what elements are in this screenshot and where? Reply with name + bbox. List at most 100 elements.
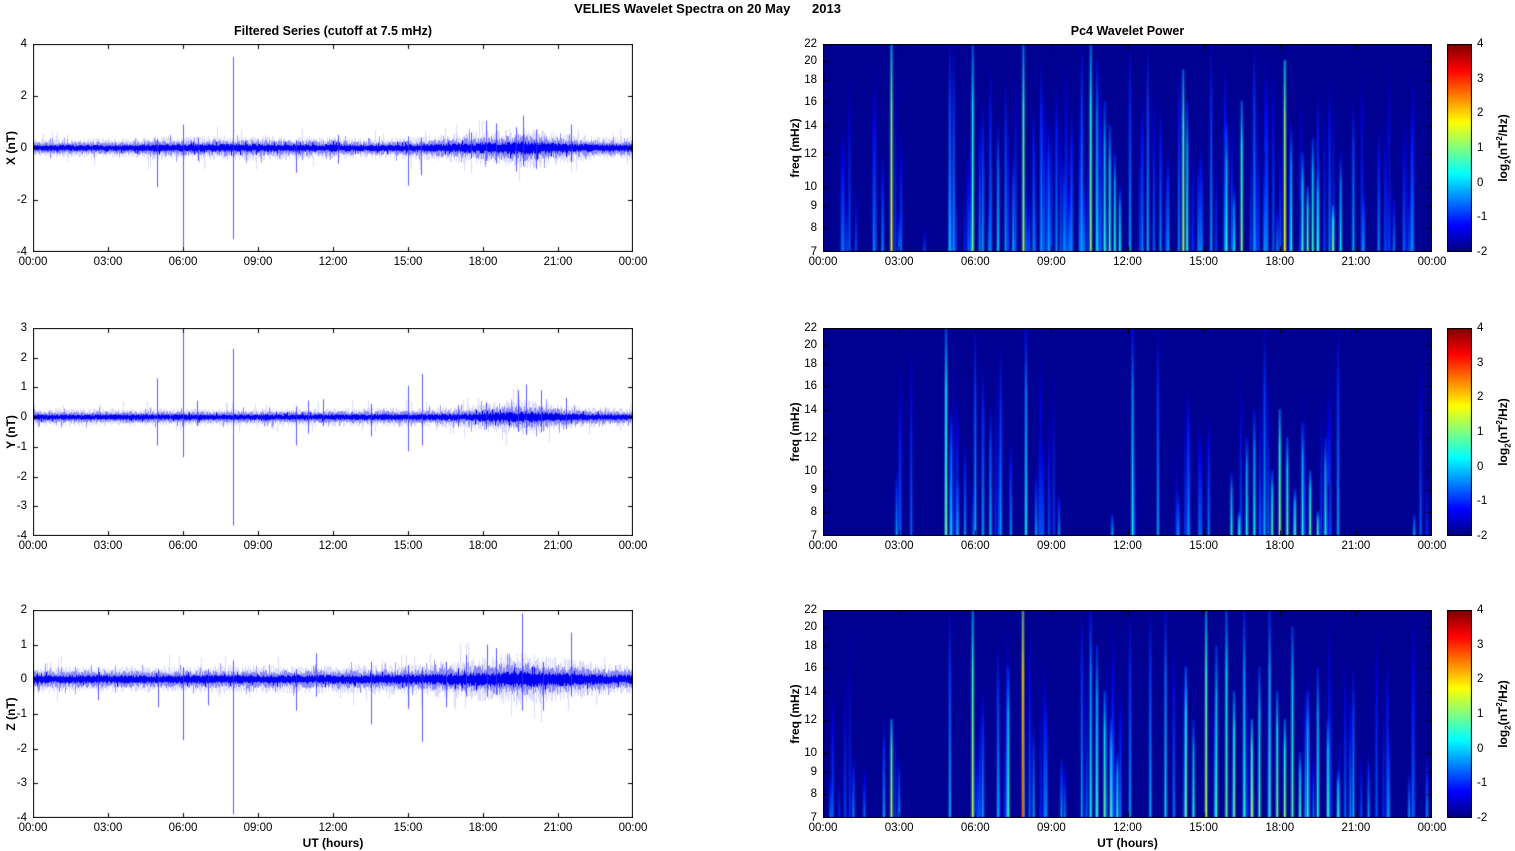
- x-tick-label: 06:00: [168, 540, 198, 552]
- x-tick-label: 03:00: [884, 540, 914, 552]
- y-tick-label: 7: [810, 530, 817, 542]
- y-tick-label: -2: [16, 470, 27, 483]
- colorbar-label-y: log2(nT2/Hz): [1495, 398, 1513, 466]
- y-tick-label: 18: [804, 74, 817, 87]
- ylabel-x-nt: X (nT): [4, 131, 18, 165]
- x-tick-label: 15:00: [393, 256, 423, 268]
- x-tick-label: 12:00: [1113, 256, 1142, 268]
- colorbar-label-z: log2(nT2/Hz): [1495, 680, 1513, 748]
- y-tick-label: 4: [20, 38, 27, 50]
- y-tick-label: 9: [810, 766, 817, 779]
- y-tick-label: 1: [20, 638, 27, 651]
- colorbar-z-gradient: [1447, 610, 1472, 818]
- pc4-wavelet-power-title: Pc4 Wavelet Power: [1070, 24, 1185, 38]
- ylabel-freq-z: freq (mHz): [788, 684, 802, 744]
- x-tick-label: 00:00: [1417, 822, 1447, 834]
- y-tick-label: 8: [810, 787, 817, 800]
- colorbar-tick-label: 1: [1477, 142, 1484, 154]
- timeseries-x-panel: 00:00 03:00 06:00 09:00 12:00 15:00 18:00 21:00…: [17, 38, 648, 268]
- colorbar-tick-label: 0: [1477, 742, 1484, 755]
- x-tick-label: 12:00: [1113, 540, 1142, 552]
- x-tick-label: 00:00: [618, 822, 648, 834]
- y-tick-label: 22: [804, 322, 817, 334]
- colorbar-tick-label: 4: [1477, 604, 1484, 616]
- x-tick-label: 03:00: [884, 822, 914, 834]
- y-tick-label: 2: [20, 351, 27, 364]
- colorbar-x: 4 3 2 1 0 -1 -2: [1447, 38, 1487, 258]
- x-tick-label: 12:00: [318, 540, 348, 552]
- colorbar-y: 4 3 2 1 0 -1 -2: [1447, 322, 1487, 542]
- x-tick-label: 09:00: [243, 540, 273, 552]
- x-tick-label: 15:00: [1189, 822, 1219, 834]
- y-tick-label: 16: [804, 379, 817, 392]
- y-tick-label: 20: [804, 621, 817, 634]
- x-tick-label: 00:00: [808, 256, 838, 268]
- colorbar-tick-label: 0: [1477, 176, 1484, 189]
- x-tick-label: 00:00: [618, 256, 648, 268]
- x-tick-label: 06:00: [168, 822, 198, 834]
- y-tick-label: 22: [804, 604, 817, 616]
- x-tick-label: 09:00: [243, 822, 273, 834]
- wavelet-x-panel: 00:00 03:00 06:00 09:00 12:00 15:00 18:00 21:00…: [804, 38, 1446, 268]
- x-tick-label: 03:00: [884, 256, 914, 268]
- y-tick-label: 8: [810, 221, 817, 234]
- colorbar-tick-label: 2: [1477, 107, 1484, 120]
- colorbar-tick-label: -2: [1477, 812, 1488, 824]
- ylabel-z-nt: Z (nT): [4, 697, 18, 731]
- y-tick-label: 18: [804, 640, 817, 653]
- x-tick-label: 21:00: [543, 540, 573, 552]
- y-tick-label: -3: [16, 777, 27, 790]
- wavelet-y-panel: 00:00 03:00 06:00 09:00 12:00 15:00 18:00 21:00…: [804, 322, 1446, 552]
- y-tick-label: 2: [20, 90, 27, 102]
- y-tick-label: 18: [804, 358, 817, 371]
- y-tick-label: 16: [804, 95, 817, 108]
- xlabel-right: UT (hours): [1097, 836, 1158, 850]
- y-tick-label: 1: [20, 381, 27, 394]
- wavelet-x-spectrogram: [823, 44, 1432, 252]
- x-tick-label: 03:00: [93, 256, 123, 268]
- colorbar-tick-label: 3: [1477, 72, 1484, 85]
- y-tick-label: 14: [804, 404, 817, 417]
- colorbar-tick-label: 3: [1477, 356, 1484, 369]
- x-tick-label: 09:00: [1036, 256, 1066, 268]
- x-tick-label: 06:00: [960, 540, 990, 552]
- y-tick-label: 16: [804, 661, 817, 674]
- colorbar-tick-label: -2: [1477, 246, 1488, 258]
- colorbar-tick-label: -2: [1477, 530, 1488, 542]
- x-tick-label: 00:00: [1417, 540, 1447, 552]
- x-tick-label: 18:00: [1265, 256, 1295, 268]
- x-tick-label: 09:00: [243, 256, 273, 268]
- ylabel-y-nt: Y (nT): [4, 415, 18, 449]
- colorbar-tick-label: 3: [1477, 638, 1484, 651]
- timeseries-z-plot: [33, 610, 633, 818]
- x-tick-label: 15:00: [1189, 540, 1219, 552]
- x-tick-label: 12:00: [318, 822, 348, 834]
- x-tick-label: 18:00: [1265, 822, 1295, 834]
- x-tick-label: 18:00: [468, 256, 498, 268]
- colorbar-tick-label: 1: [1477, 708, 1484, 720]
- y-tick-label: 10: [804, 181, 817, 194]
- y-tick-label: 0: [20, 673, 27, 686]
- timeseries-z-panel: 00:00 03:00 06:00 09:00 12:00 15:00 18:00 21:00…: [17, 604, 648, 834]
- x-tick-label: 00:00: [808, 540, 838, 552]
- x-tick-label: 00:00: [808, 822, 838, 834]
- x-tick-label: 06:00: [960, 256, 990, 268]
- y-tick-label: 10: [804, 465, 817, 478]
- colorbar-y-gradient: [1447, 328, 1472, 536]
- x-tick-label: 12:00: [318, 256, 348, 268]
- y-tick-label: 0: [20, 411, 27, 424]
- x-tick-label: 06:00: [168, 256, 198, 268]
- y-tick-label: 12: [804, 432, 817, 445]
- colorbar-tick-label: 4: [1477, 38, 1484, 50]
- x-tick-label: 21:00: [1341, 822, 1371, 834]
- x-tick-label: 00:00: [18, 822, 48, 834]
- x-tick-label: 03:00: [93, 540, 123, 552]
- ylabel-freq-x: freq (mHz): [788, 118, 802, 178]
- y-tick-label: -3: [16, 500, 27, 513]
- x-tick-label: 18:00: [468, 540, 498, 552]
- y-tick-label: 3: [20, 322, 27, 334]
- colorbar-x-gradient: [1447, 44, 1472, 252]
- x-tick-label: 00:00: [18, 540, 48, 552]
- x-tick-label: 21:00: [1341, 256, 1371, 268]
